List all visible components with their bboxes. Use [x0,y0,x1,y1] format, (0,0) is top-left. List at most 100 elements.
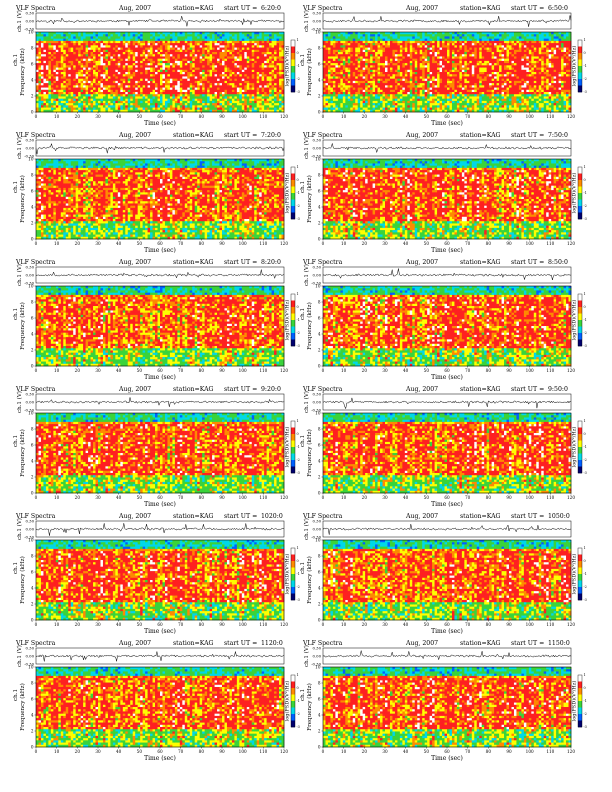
spectrogram-cell [383,90,386,93]
spectrogram-cell [53,103,56,106]
spectrogram-cell [244,103,247,106]
spectrogram-cell [272,65,275,68]
spectrogram-cell [128,63,131,66]
spectrogram-cell [190,50,193,53]
spectrogram-cell [267,36,270,39]
spectrogram-cell [247,32,250,35]
spectrogram-cell [108,43,111,46]
spectrogram-cell [103,94,106,97]
spectrogram-cell [279,59,282,62]
spectrogram-cell [212,108,215,111]
spectrogram-cell [343,101,346,104]
spectrogram-cell [182,39,185,42]
spectrogram-cell [73,52,76,55]
spectrogram-cell [160,36,163,39]
spectrogram-cell [274,54,277,57]
spectrogram-cell [43,52,46,55]
spectrogram-cell [86,45,89,48]
spectrogram-cell [143,48,146,51]
spectrogram-cell [43,108,46,111]
spectrogram-cell [133,65,136,68]
spectrogram-cell [78,43,81,46]
spectrogram-cell [113,52,116,55]
spectrogram-cell [375,81,378,84]
spectrogram-cell [392,101,395,104]
spectrogram-cell [343,76,346,79]
spectrogram-cell [353,36,356,39]
spectrogram-cell [333,101,336,104]
spectrogram-cell [138,83,141,86]
spectrogram-cell [66,48,69,51]
spectrogram-cell [177,59,180,62]
spectrogram-cell [224,61,227,64]
spectrogram-cell [78,70,81,73]
spectrogram-cell [93,52,96,55]
spectrum-y-label: Frequency (kHz) [19,48,26,96]
spectrogram-cell [125,43,128,46]
spectrogram-cell [402,101,405,104]
spectrogram-cell [353,90,356,93]
spectrogram-cell [363,105,366,108]
spectrogram-cell [272,88,275,91]
spectrogram-cell [187,70,190,73]
spectrogram-cell [93,101,96,104]
spectrogram-cell [105,103,108,106]
spectrogram-cell [66,92,69,95]
spectrogram-cell [407,76,410,79]
spectrogram-cell [51,94,54,97]
spectrogram-cell [160,99,163,102]
spectrogram-cell [83,96,86,99]
spectrogram-cell [96,94,99,97]
spectrogram-cell [91,54,94,57]
spectrogram-cell [378,56,381,59]
spectrogram-cell [328,90,331,93]
spectrogram-cell [370,32,373,35]
spectrogram-cell [360,99,363,102]
spectrogram-cell [118,108,121,111]
spectrogram-cell [365,92,368,95]
spectrogram-cell [133,72,136,75]
spectrogram-cell [140,45,143,48]
spectrogram-cell [383,74,386,77]
spectrogram-cell [61,103,64,106]
spectrogram-cell [333,68,336,71]
spectrogram-cell [86,85,89,88]
spectrogram-cell [380,48,383,51]
spectrogram-cell [190,103,193,106]
spectrogram-cell [170,36,173,39]
spectrogram-cell [200,96,203,99]
spectrogram-cell [153,59,156,62]
spectrogram-cell [96,90,99,93]
spectrogram-cell [237,39,240,42]
spectrogram-cell [86,96,89,99]
spectrogram-cell [405,94,408,97]
spectrogram-cell [257,52,260,55]
spectrogram-cell [373,81,376,84]
spectrogram-cell [363,56,366,59]
spectrogram-cell [267,41,270,44]
spectrogram-cell [175,54,178,57]
spectrogram-cell [402,74,405,77]
spectrogram-cell [197,90,200,93]
spectrogram-cell [400,41,403,44]
spectrogram-cell [247,43,250,46]
spectrogram-cell [185,52,188,55]
spectrogram-cell [153,56,156,59]
spectrogram-cell [397,50,400,53]
spectrogram-cell [58,43,61,46]
spectrogram-cell [212,68,215,71]
spectrogram-cell [325,68,328,71]
spectrogram-cell [187,39,190,42]
spectrogram-cell [167,43,170,46]
spectrum-y-tick: 0 [31,110,34,115]
spectrogram-cell [51,79,54,82]
spectrogram-cell [135,39,138,42]
spectrogram-cell [182,50,185,53]
spectrogram-cell [123,32,126,35]
spectrogram-cell [239,52,242,55]
spectrogram-cell [220,54,223,57]
spectrogram-cell [365,50,368,53]
spectrogram-cell [368,56,371,59]
spectrogram-cell [402,70,405,73]
spectrogram-cell [412,52,415,55]
